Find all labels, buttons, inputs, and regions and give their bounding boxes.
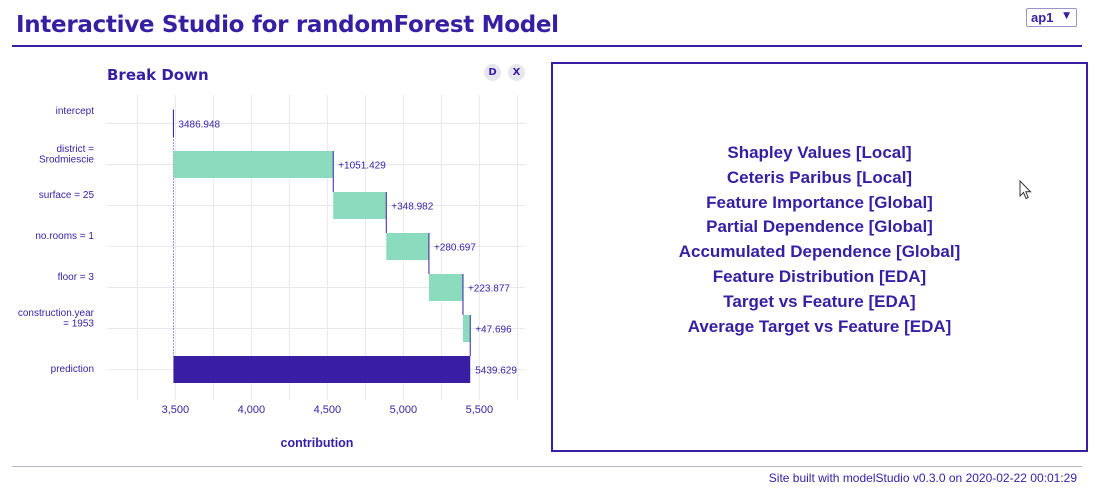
y-category-label: prediction: [51, 364, 94, 375]
x-tick-label: 5,500: [466, 404, 494, 416]
plot-menu: Shapley Values [Local] Ceteris Paribus [L…: [553, 141, 1086, 339]
plot-chooser-panel: Shapley Values [Local] Ceteris Paribus [L…: [551, 62, 1088, 452]
chart-grid: [107, 95, 525, 400]
plot-menu-item[interactable]: Shapley Values [Local]: [727, 143, 912, 162]
contribution-bar: [462, 315, 471, 342]
plot-menu-item[interactable]: Ceteris Paribus [Local]: [726, 167, 913, 187]
describe-button[interactable]: D: [484, 64, 501, 81]
contribution-bar: [333, 192, 387, 219]
y-category-label: surface = 25: [39, 190, 95, 201]
y-category-label: district =: [56, 144, 94, 155]
header-divider: [12, 45, 1082, 47]
x-tick-label: 3,500: [162, 404, 190, 416]
break-down-chart: 3,500 4,000 4,500 5,000 5,500 3486.948 interce…: [18, 95, 525, 450]
plot-menu-item[interactable]: Partial Dependence [Global]: [706, 217, 933, 237]
x-tick-label: 4,500: [314, 404, 342, 416]
x-tick-label: 4,000: [238, 404, 266, 416]
bar-value-label: 3486.948: [178, 120, 220, 131]
plot-menu-item[interactable]: Feature Importance [Global]: [706, 192, 933, 212]
observation-select-value: ap1: [1031, 10, 1054, 25]
footer-build-info: Site built with modelStudio v0.3.0 on 20…: [768, 471, 1077, 485]
bar-value-label: +348.982: [391, 202, 433, 213]
close-plot-button[interactable]: X: [508, 64, 525, 81]
observation-select[interactable]: ap1 ▼: [1026, 8, 1077, 27]
prediction-bar: [173, 356, 471, 383]
y-category-label: no.rooms = 1: [35, 231, 94, 242]
bar-value-label: 5439.629: [475, 366, 517, 377]
y-category-label: intercept: [56, 106, 95, 117]
bar-value-label: +280.697: [434, 243, 476, 254]
plot-menu-item[interactable]: Accumulated Dependence [Global]: [678, 242, 961, 262]
bar-value-label: +1051.429: [338, 161, 386, 172]
y-category-label: construction.year: [18, 308, 95, 319]
mouse-cursor-icon: [1019, 180, 1032, 200]
chart-labels: 3,500 4,000 4,500 5,000 5,500 3486.948 interce…: [18, 106, 518, 416]
plot-menu-item[interactable]: Feature Distribution [EDA]: [712, 266, 927, 286]
footer-divider: [12, 466, 1082, 467]
plot-menu-item[interactable]: Average Target vs Feature [EDA]: [687, 316, 952, 336]
contribution-bar: [386, 233, 429, 260]
plot-menu-item[interactable]: Target vs Feature [EDA]: [723, 291, 916, 311]
page-title: Interactive Studio for randomForest Mode…: [16, 12, 559, 38]
chart-bars: [172, 109, 471, 383]
break-down-panel: 3,500 4,000 4,500 5,000 5,500 3486.948 interce…: [0, 55, 545, 455]
chevron-down-icon: ▼: [1063, 11, 1070, 21]
contribution-bar: [173, 151, 334, 178]
x-tick-label: 5,000: [390, 404, 418, 416]
y-category-label: Srodmiescie: [39, 154, 94, 165]
contribution-bar: [428, 274, 463, 301]
bar-value-label: +47.696: [475, 325, 512, 336]
y-category-label: = 1953: [63, 318, 94, 329]
bar-value-label: +223.877: [468, 284, 510, 295]
y-category-label: floor = 3: [58, 272, 95, 283]
x-axis-title: contribution: [281, 436, 354, 450]
chart-title: Break Down: [107, 66, 209, 84]
